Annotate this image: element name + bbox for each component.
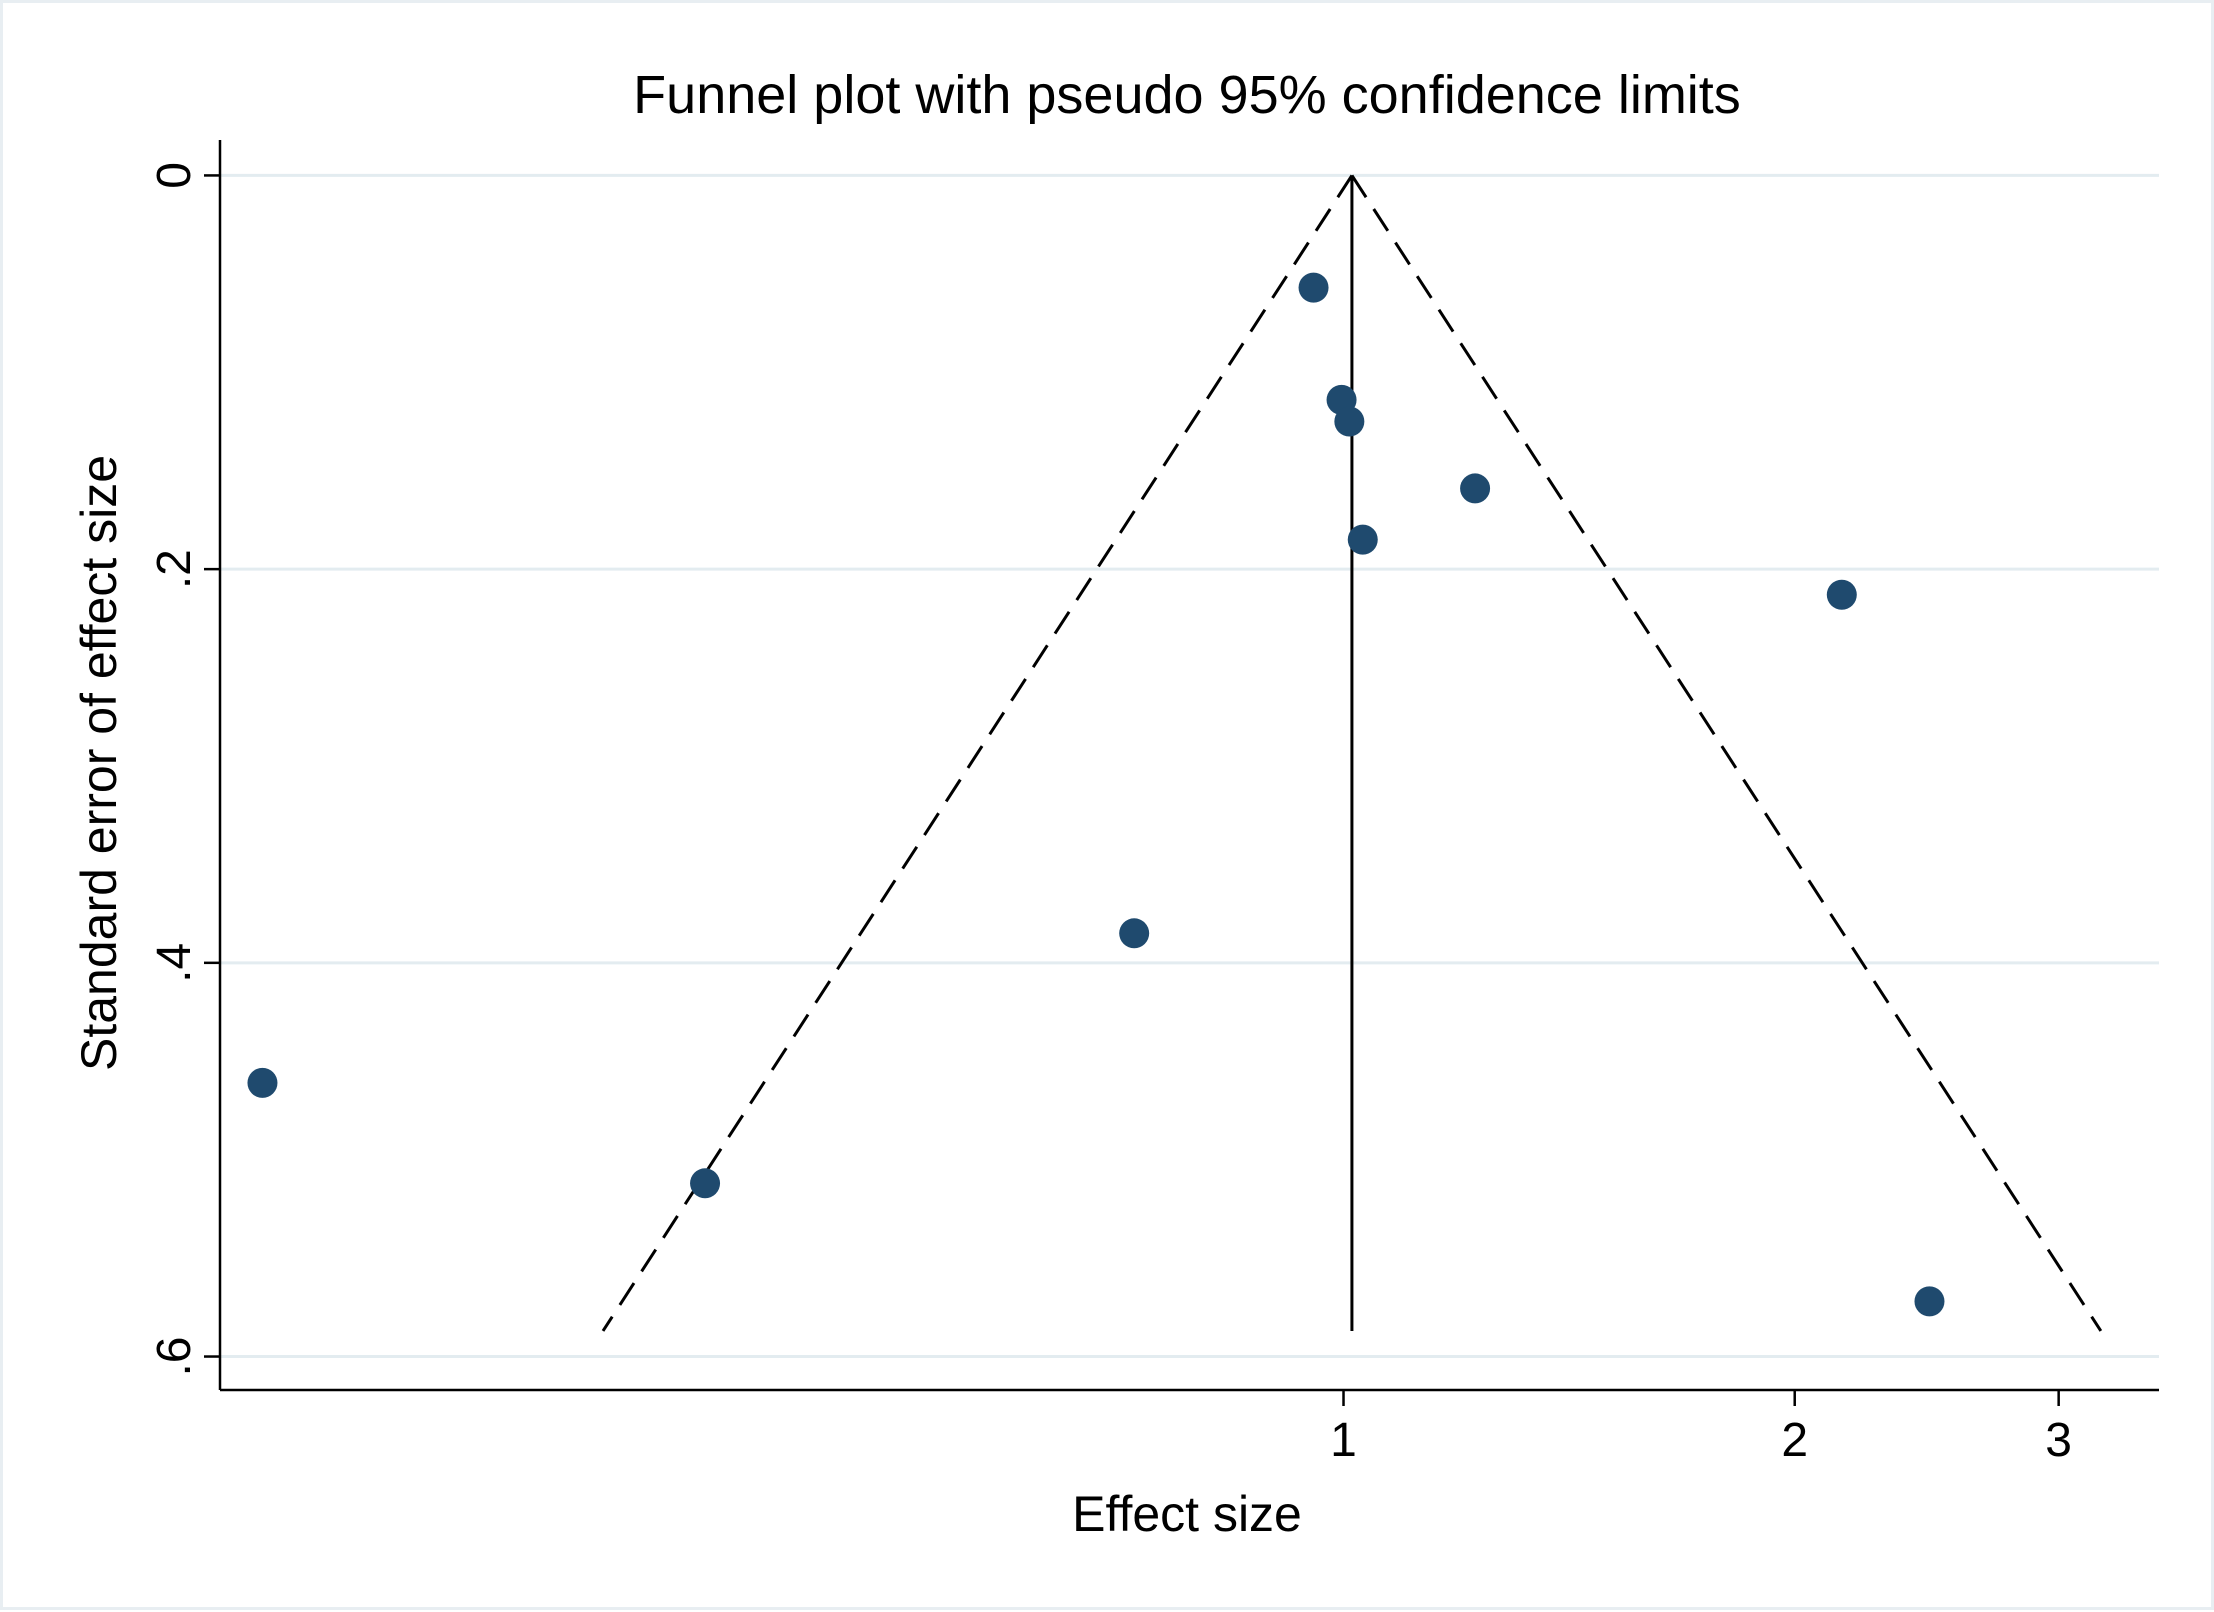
lower-confidence-limit — [601, 174, 1354, 1332]
study-point — [1347, 524, 1378, 555]
study-point — [1334, 406, 1365, 437]
funnel-plot: 0 .2 .4 .6 1 2 3 Funnel plot with pseudo 95% c… — [3, 3, 2211, 1607]
funnel-limits — [601, 174, 2103, 1332]
x-tick-label: 1 — [1330, 1414, 1357, 1467]
upper-confidence-limit — [1350, 174, 2103, 1332]
study-point — [1119, 918, 1150, 949]
study-point — [1914, 1286, 1945, 1317]
x-axis-label: Effect size — [1072, 1486, 1302, 1542]
study-point — [1826, 579, 1857, 610]
y-tick-label: .6 — [148, 1337, 201, 1377]
study-point — [1460, 473, 1491, 504]
y-axis-label: Standard error of effect size — [71, 455, 127, 1071]
data-points — [247, 272, 1945, 1317]
study-point — [247, 1067, 278, 1098]
plot-background — [3, 3, 2211, 1607]
x-tick-label: 3 — [2045, 1414, 2072, 1467]
study-point — [1298, 272, 1329, 303]
y-tick-label: .4 — [148, 943, 201, 983]
x-tick-label: 2 — [1781, 1414, 1808, 1467]
study-point — [690, 1168, 721, 1199]
gridlines — [220, 173, 2159, 1359]
axes: 0 .2 .4 .6 1 2 3 — [148, 140, 2159, 1467]
y-tick-label: 0 — [148, 162, 201, 189]
chart-title: Funnel plot with pseudo 95% confidence l… — [633, 65, 1741, 125]
y-tick-label: .2 — [148, 549, 201, 589]
